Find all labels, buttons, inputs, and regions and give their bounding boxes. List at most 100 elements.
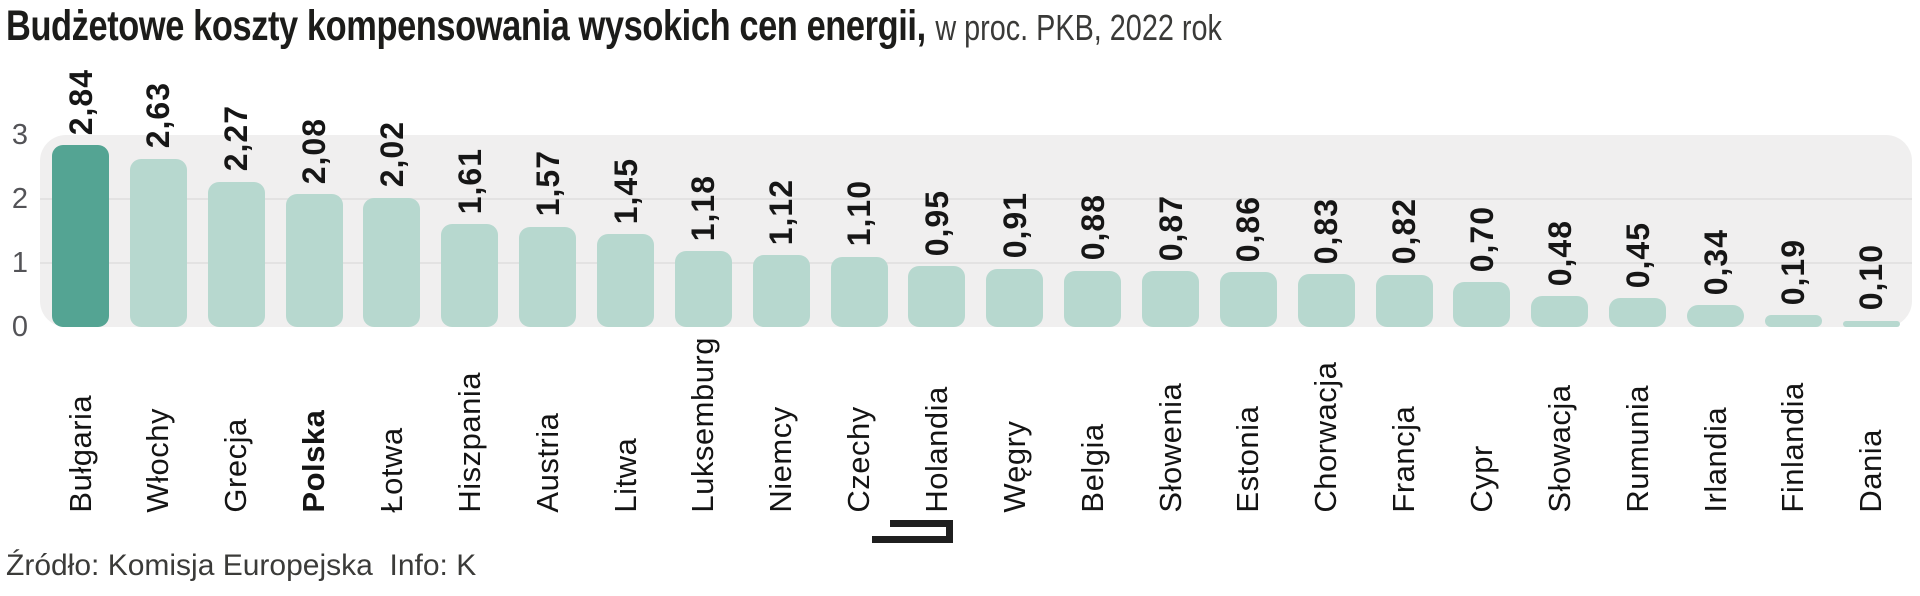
x-label-cell: Włochy (130, 337, 187, 513)
bar-value-label: 0,34 (1697, 228, 1734, 296)
bar (908, 266, 966, 327)
bar (1064, 270, 1122, 327)
bars-row: 2,84 2,63 2,27 2,08 2,02 1,61 1,57 1,45 1,18 1,12… (40, 69, 1912, 327)
x-category-label: Łotwa (373, 427, 409, 513)
x-category-label: Finlandia (1775, 382, 1811, 513)
bar-column: 0,70 (1453, 135, 1511, 327)
bar-value-label: 0,88 (1074, 194, 1111, 261)
x-category-label: Chorwacja (1308, 361, 1344, 513)
bar-value-label: 0,70 (1463, 205, 1500, 273)
x-label-cell: Bułgaria (52, 337, 109, 513)
bar-value-label: 0,82 (1386, 198, 1423, 265)
x-label-cell: Łotwa (363, 337, 420, 513)
bar (52, 145, 109, 327)
bar-value-label: 2,27 (218, 105, 255, 172)
bar-column: 0,95 (908, 135, 966, 327)
logo-fragment-right-bar (946, 520, 953, 543)
x-category-label: Rumunia (1619, 385, 1655, 513)
x-category-label: Holandia (918, 386, 954, 513)
bar-column: 0,87 (1142, 135, 1200, 327)
bar-value-label: 0,83 (1308, 197, 1345, 264)
bar-value-label: 2,02 (373, 121, 410, 188)
x-label-cell: Francja (1376, 337, 1433, 513)
bar (597, 234, 655, 327)
bar-column: 2,08 (285, 118, 343, 327)
x-category-label: Słowacja (1541, 384, 1577, 513)
x-label-cell: Grecja (208, 337, 265, 513)
bar (285, 193, 343, 327)
y-tick-label: 1 (11, 247, 28, 279)
x-category-label: Słowenia (1152, 382, 1188, 513)
x-category-label: Niemcy (763, 406, 799, 513)
x-category-label: Włochy (140, 407, 176, 513)
bar (207, 181, 265, 327)
chart-title-main: Budżetowe koszty kompensowania wysokich … (6, 2, 926, 50)
plot-area: 2,84 2,63 2,27 2,08 2,02 1,61 1,57 1,45 1,18 1,12… (40, 69, 1912, 327)
x-label-cell: Słowenia (1142, 337, 1199, 513)
x-category-label: Francja (1386, 405, 1422, 513)
bar (986, 268, 1044, 327)
bar-column: 0,91 (986, 135, 1044, 327)
x-label-cell: Czechy (831, 337, 888, 513)
bar (1531, 296, 1589, 327)
bar-column: 0,86 (1219, 135, 1277, 327)
x-category-label: Belgia (1074, 423, 1110, 513)
bar (129, 158, 187, 327)
x-label-cell: Polska (286, 337, 343, 513)
x-category-label: Luksemburg (685, 337, 721, 513)
bar (1219, 271, 1277, 327)
bar (363, 197, 421, 327)
x-label-cell: Słowacja (1531, 337, 1588, 513)
x-label-cell: Luksemburg (675, 337, 732, 513)
bar-value-label: 1,61 (451, 147, 488, 214)
bar-column: 1,45 (597, 135, 655, 327)
bar-value-label: 1,45 (607, 157, 644, 225)
x-category-label: Hiszpania (451, 371, 487, 513)
bar-value-label: 1,10 (841, 180, 878, 247)
x-label-cell: Rumunia (1609, 337, 1666, 513)
bar (1764, 314, 1822, 327)
bar-column: 1,57 (519, 135, 577, 327)
source-note: Źródło: Komisja Europejska Info: K (6, 549, 477, 582)
bar-value-label: 1,18 (685, 175, 722, 242)
x-category-label: Cypr (1463, 445, 1499, 513)
bar-value-label: 0,10 (1853, 244, 1890, 311)
bar-column: 1,12 (752, 135, 810, 327)
x-label-cell: Węgry (986, 337, 1043, 513)
bar-value-label: 0,95 (918, 189, 955, 257)
gridline (40, 198, 1912, 200)
x-label-cell: Belgia (1064, 337, 1121, 513)
bar (1453, 282, 1511, 327)
bar-value-label: 1,57 (529, 150, 566, 217)
x-category-label: Estonia (1230, 405, 1266, 513)
bar-value-label: 2,08 (296, 117, 333, 184)
bar (1842, 320, 1900, 327)
x-label-cell: Niemcy (753, 337, 810, 513)
x-label-cell: Holandia (908, 337, 965, 513)
x-category-label: Irlandia (1697, 406, 1733, 513)
x-label-cell: Litwa (597, 337, 654, 513)
bar-value-label: 0,48 (1541, 220, 1578, 287)
bar-column: 0,34 (1687, 135, 1745, 327)
x-category-label: Bułgaria (62, 394, 98, 513)
xlabels-row: Bułgaria Włochy Grecja Polska Łotwa Hiszpania… (40, 337, 1912, 513)
bar-column: 2,02 (363, 121, 421, 327)
bar (1142, 271, 1200, 327)
bar-column: 0,19 (1764, 135, 1822, 327)
x-label-cell: Dania (1843, 337, 1900, 513)
bar (1297, 273, 1355, 327)
bar (1609, 298, 1667, 327)
bar-column: 1,18 (674, 135, 732, 327)
x-category-label: Czechy (841, 406, 877, 513)
bar-value-label: 0,87 (1152, 195, 1189, 262)
x-label-cell: Irlandia (1687, 337, 1744, 513)
x-category-label: Grecja (218, 418, 254, 513)
y-axis: 0 1 2 3 (0, 121, 30, 342)
bar-column: 0,45 (1609, 135, 1667, 327)
plot-background (40, 135, 1912, 327)
bar (752, 255, 810, 327)
bar-column: 0,48 (1531, 135, 1589, 327)
bar-column: 0,83 (1297, 135, 1355, 327)
bar-value-label: 2,84 (62, 68, 99, 136)
